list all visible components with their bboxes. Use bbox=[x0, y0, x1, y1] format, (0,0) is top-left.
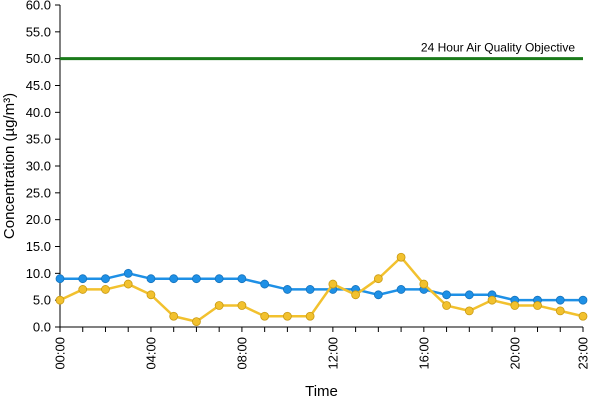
data-point bbox=[55, 295, 65, 305]
data-point bbox=[55, 274, 65, 284]
y-tick-label: 15.0 bbox=[26, 239, 51, 254]
data-point bbox=[305, 285, 315, 294]
data-point bbox=[260, 279, 270, 289]
y-tick-label: 20.0 bbox=[26, 212, 51, 227]
y-tick-label: 25.0 bbox=[26, 185, 51, 200]
y-tick-label: 35.0 bbox=[26, 132, 51, 147]
data-point bbox=[510, 301, 520, 310]
y-tick-label: 10.0 bbox=[26, 266, 51, 281]
series-2 bbox=[55, 252, 588, 327]
y-axis-ticks: 0.0 5.0 10.0 15.0 20.0 25.0 30.0 35.0 40.0 45.0 50… bbox=[26, 0, 60, 335]
data-point bbox=[282, 311, 292, 321]
data-point bbox=[78, 274, 88, 284]
y-tick-label: 60.0 bbox=[26, 0, 51, 13]
data-point bbox=[214, 274, 224, 284]
y-tick-label: 50.0 bbox=[26, 51, 51, 66]
data-point bbox=[192, 274, 201, 284]
x-tick-label: 00:00 bbox=[53, 337, 68, 370]
data-point bbox=[442, 290, 451, 300]
data-point bbox=[260, 311, 270, 321]
data-point bbox=[373, 290, 383, 300]
x-tick-label: 04:00 bbox=[143, 337, 158, 370]
y-tick-label: 5.0 bbox=[33, 293, 51, 308]
data-point bbox=[555, 306, 565, 316]
data-point bbox=[578, 311, 588, 321]
x-tick-label: 08:00 bbox=[234, 337, 249, 370]
y-tick-label: 0.0 bbox=[33, 320, 51, 335]
data-point bbox=[419, 279, 429, 289]
data-point bbox=[305, 311, 315, 321]
data-point bbox=[192, 317, 201, 327]
x-tick-label: 12:00 bbox=[325, 337, 340, 370]
x-axis-title: Time bbox=[305, 383, 338, 400]
data-point bbox=[464, 306, 474, 316]
data-point bbox=[396, 252, 406, 262]
y-tick-label: 40.0 bbox=[26, 105, 51, 120]
data-point bbox=[442, 301, 451, 310]
data-point bbox=[169, 311, 179, 321]
x-tick-label: 20:00 bbox=[507, 337, 522, 370]
x-tick-label: 23:00 bbox=[576, 337, 591, 370]
data-point bbox=[282, 285, 292, 294]
data-point bbox=[214, 301, 224, 310]
data-point bbox=[487, 295, 497, 305]
data-point bbox=[101, 285, 110, 294]
y-axis-title: Concentration (µg/m³) bbox=[1, 93, 18, 239]
data-point bbox=[396, 285, 406, 294]
data-point bbox=[78, 285, 88, 294]
data-point bbox=[578, 295, 588, 305]
reference-line-group: 24 Hour Air Quality Objective bbox=[60, 41, 583, 61]
data-point bbox=[146, 290, 156, 300]
series-line bbox=[60, 272, 583, 302]
data-point bbox=[146, 274, 156, 284]
y-tick-label: 55.0 bbox=[26, 24, 51, 39]
data-point bbox=[373, 274, 383, 284]
data-point bbox=[533, 301, 542, 310]
data-point bbox=[237, 301, 247, 310]
series-1 bbox=[55, 268, 588, 305]
data-point bbox=[123, 268, 133, 278]
reference-line-label: 24 Hour Air Quality Objective bbox=[421, 41, 575, 55]
x-axis-ticks: 00:00 04:00 08:00 12:00 16:00 20:00 23:00 bbox=[53, 327, 591, 370]
data-point bbox=[123, 279, 133, 289]
data-point bbox=[237, 274, 247, 284]
y-tick-label: 45.0 bbox=[26, 78, 51, 93]
data-point bbox=[101, 274, 110, 284]
series-group bbox=[55, 252, 588, 327]
data-point bbox=[169, 274, 179, 284]
y-tick-label: 30.0 bbox=[26, 159, 51, 174]
data-point bbox=[328, 279, 338, 289]
x-tick-label: 16:00 bbox=[416, 337, 431, 370]
data-point bbox=[555, 295, 565, 305]
data-point bbox=[351, 290, 361, 300]
data-point bbox=[464, 290, 474, 300]
